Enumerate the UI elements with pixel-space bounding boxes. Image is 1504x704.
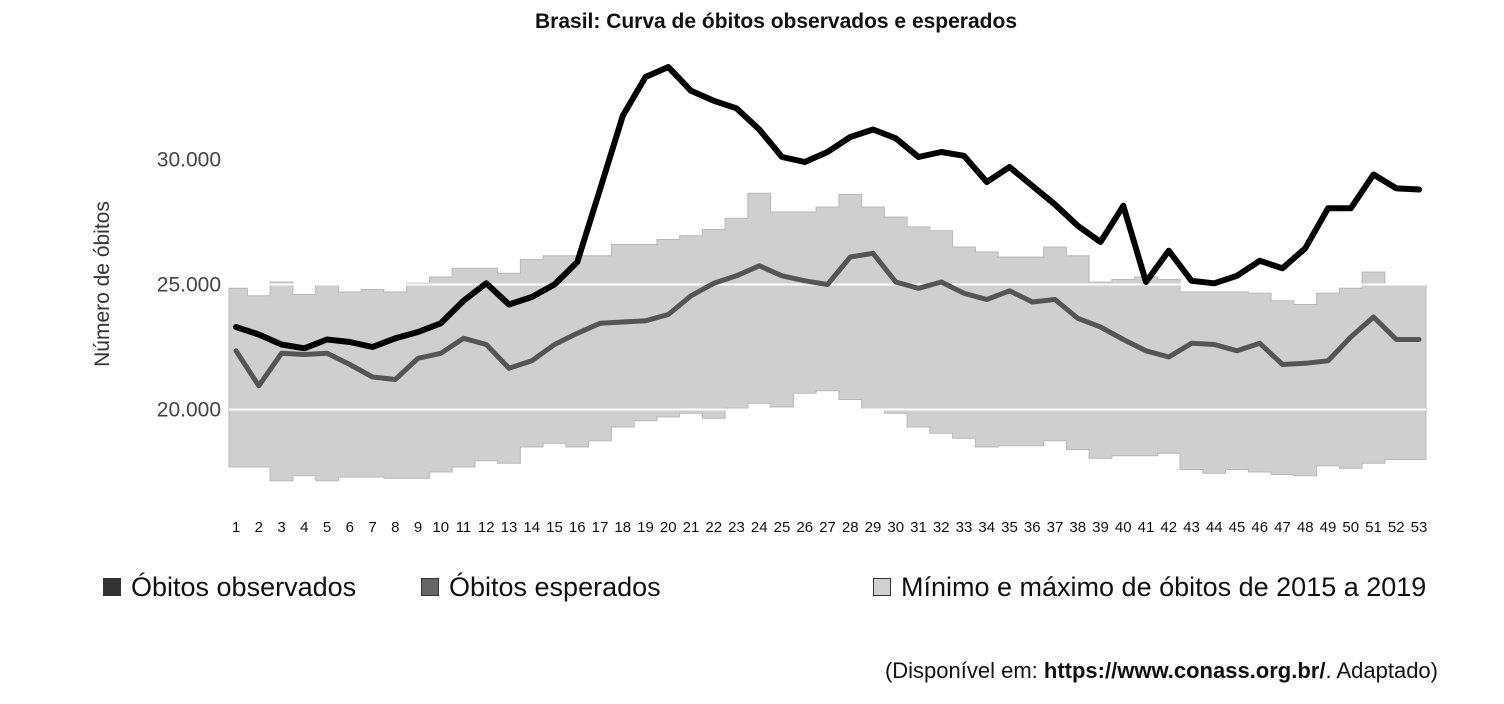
x-tick-label: 12 [478, 519, 495, 536]
source-url: https://www.conass.org.br/ [1043, 658, 1326, 683]
x-tick-label: 45 [1229, 519, 1246, 536]
legend-label-observed: Óbitos observados [131, 571, 357, 602]
x-tick-label: 2 [255, 519, 263, 536]
x-tick-label: 15 [546, 519, 563, 536]
x-tick-label: 3 [277, 519, 285, 536]
legend-label-range: Mínimo e máximo de óbitos de 2015 a 2019 [901, 571, 1427, 602]
legend-swatch-expected [421, 578, 439, 596]
x-tick-label: 25 [774, 519, 791, 536]
x-tick-label: 28 [842, 519, 859, 536]
x-tick-label: 44 [1206, 519, 1223, 536]
x-tick-label: 51 [1365, 519, 1382, 536]
x-tick-label: 18 [614, 519, 631, 536]
x-tick-label: 9 [414, 519, 422, 536]
x-tick-label: 32 [933, 519, 950, 536]
x-tick-label: 13 [501, 519, 518, 536]
x-tick-label: 49 [1320, 519, 1337, 536]
y-axis-label: Número de óbitos [91, 201, 114, 367]
x-tick-label: 27 [819, 519, 836, 536]
x-tick-label: 6 [346, 519, 354, 536]
legend-swatch-observed [103, 578, 121, 596]
x-tick-label: 14 [523, 519, 540, 536]
x-tick-label: 21 [683, 519, 700, 536]
source-suffix: . Adaptado) [1325, 658, 1438, 683]
x-tick-label: 19 [637, 519, 654, 536]
x-tick-label: 34 [978, 519, 995, 536]
source-prefix: (Disponível em: [884, 658, 1044, 683]
x-tick-label: 24 [751, 519, 768, 536]
x-tick-label: 31 [910, 519, 927, 536]
y-tick-label: 25.000 [157, 274, 221, 297]
x-tick-label: 11 [456, 519, 472, 536]
legend-item-range: Mínimo e máximo de óbitos de 2015 a 2019 [873, 570, 1426, 604]
x-tick-label: 7 [368, 519, 376, 536]
x-tick-label: 8 [391, 519, 399, 536]
legend-item-observed: Óbitos observados [103, 570, 356, 604]
chart-title: Brasil: Curva de óbitos observados e esp… [535, 10, 1017, 33]
x-tick-label: 38 [1069, 519, 1086, 536]
expected-deaths-line [233, 250, 1422, 389]
x-tick-label: 37 [1047, 519, 1064, 536]
x-tick-label: 47 [1274, 519, 1291, 536]
x-tick-label: 36 [1024, 519, 1041, 536]
x-tick-label: 39 [1092, 519, 1109, 536]
observed-deaths-line [233, 64, 1422, 352]
x-tick-label: 23 [728, 519, 745, 536]
x-tick-label: 1 [232, 519, 240, 536]
x-tick-label: 33 [956, 519, 973, 536]
x-tick-label: 5 [323, 519, 331, 536]
legend-item-expected: Óbitos esperados [421, 570, 661, 604]
x-tick-label: 43 [1183, 519, 1200, 536]
x-tick-label: 42 [1160, 519, 1177, 536]
y-tick-label: 20.000 [157, 399, 221, 422]
y-tick-label: 30.000 [157, 149, 221, 172]
source-citation: (Disponível em: https://www.conass.org.b… [885, 658, 1438, 684]
x-tick-label: 10 [432, 519, 449, 536]
x-tick-label: 30 [887, 519, 904, 536]
x-tick-label: 53 [1411, 519, 1428, 536]
x-tick-label: 22 [705, 519, 722, 536]
legend-swatch-range [873, 578, 891, 596]
legend-label-expected: Óbitos esperados [449, 571, 661, 602]
x-tick-label: 46 [1251, 519, 1268, 536]
x-tick-label: 29 [865, 519, 882, 536]
x-tick-label: 52 [1388, 519, 1405, 536]
x-tick-label: 26 [796, 519, 813, 536]
x-tick-label: 48 [1297, 519, 1314, 536]
x-tick-label: 35 [1001, 519, 1018, 536]
x-tick-label: 50 [1342, 519, 1359, 536]
x-tick-label: 41 [1138, 519, 1155, 536]
x-tick-label: 4 [300, 519, 308, 536]
x-tick-label: 16 [569, 519, 586, 536]
x-tick-label: 17 [592, 519, 609, 536]
x-tick-label: 40 [1115, 519, 1132, 536]
x-tick-label: 20 [660, 519, 677, 536]
